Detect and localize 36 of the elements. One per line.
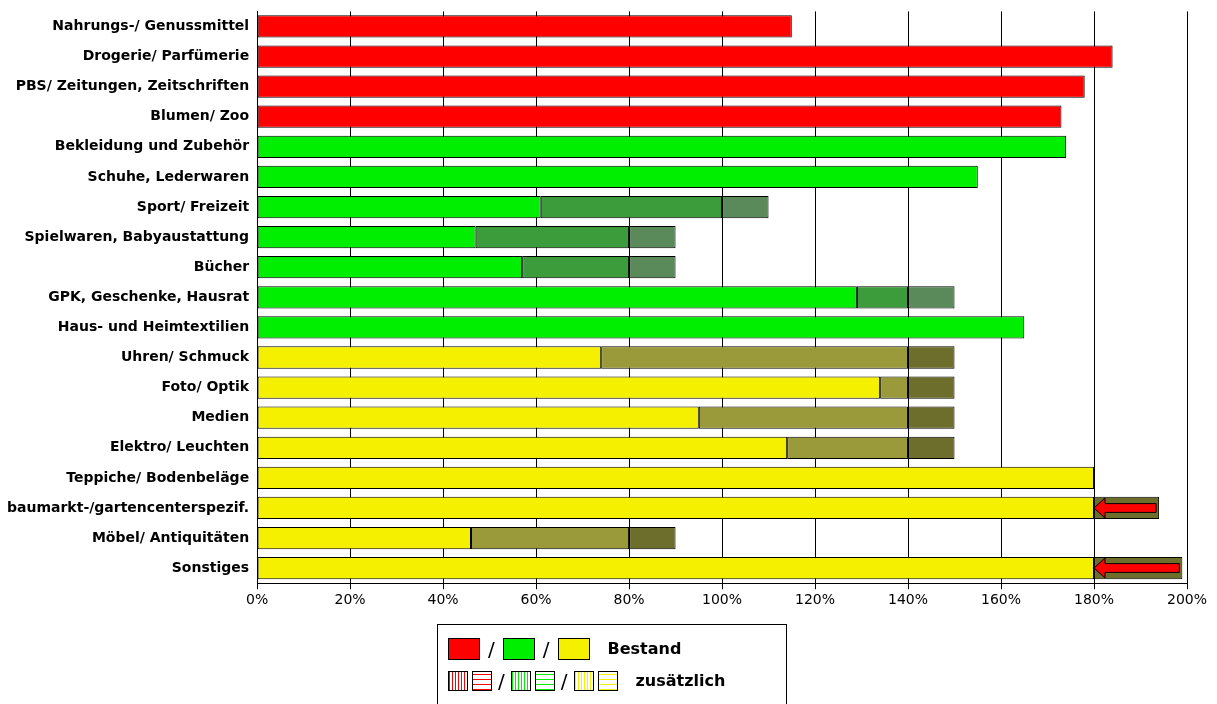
x-tick-label: 0%	[246, 591, 269, 608]
y-tick-label: Drogerie/ Parfümerie	[82, 47, 250, 64]
x-tick-label: 200%	[1166, 591, 1208, 608]
y-tick-label: Spielwaren, Babyaustattung	[24, 227, 250, 244]
x-tick-label: 120%	[795, 591, 836, 608]
y-tick-label: baumarkt-/gartencenterspezif.	[7, 498, 250, 515]
x-tick-label: 80%	[613, 591, 645, 608]
y-tick-label: Bücher	[193, 257, 250, 274]
y-tick-label: Haus- und Heimtextilien	[57, 318, 250, 335]
legend-label: zusätzlich	[635, 671, 726, 690]
text: /	[498, 668, 505, 693]
y-tick-label: Foto/ Optik	[161, 378, 250, 395]
y-tick-label: Nahrungs-/ Genussmittel	[52, 17, 250, 34]
text: /	[560, 668, 568, 693]
y-tick-label: Schuhe, Lederwaren	[87, 167, 250, 184]
text: /	[542, 636, 550, 661]
text: /	[488, 636, 495, 661]
y-tick-label: Sport/ Freizeit	[136, 197, 250, 214]
legend-label: Bestand	[607, 639, 682, 658]
y-tick-label: PBS/ Zeitungen, Zeitschriften	[15, 77, 250, 94]
y-tick-label: Uhren/ Schmuck	[120, 348, 250, 365]
y-tick-label: Elektro/ Leuchten	[109, 438, 250, 455]
y-tick-label: Sonstiges	[171, 558, 250, 575]
y-tick-label: GPK, Geschenke, Hausrat	[48, 287, 250, 304]
x-tick-label: 60%	[520, 591, 552, 608]
y-tick-label: Medien	[191, 408, 250, 425]
x-tick-label: 20%	[334, 591, 366, 608]
x-tick-label: 40%	[427, 591, 459, 608]
y-tick-label: Bekleidung und Zubehör	[54, 137, 250, 154]
y-tick-label: Blumen/ Zoo	[150, 107, 250, 124]
x-tick-label: 160%	[981, 591, 1022, 608]
y-tick-label: Möbel/ Antiquitäten	[91, 528, 250, 545]
x-tick-label: 100%	[702, 591, 743, 608]
x-tick-label: 140%	[888, 591, 929, 608]
y-tick-label: Teppiche/ Bodenbeläge	[66, 468, 250, 485]
x-tick-label: 180%	[1074, 591, 1115, 608]
